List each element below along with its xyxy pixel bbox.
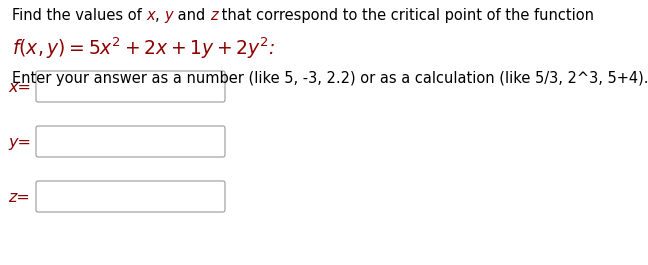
Text: Find the values of: Find the values of (12, 8, 146, 23)
Text: and: and (173, 8, 210, 23)
Text: ,: , (155, 8, 164, 23)
Text: that correspond to the critical point of the function: that correspond to the critical point of… (217, 8, 594, 23)
FancyBboxPatch shape (36, 71, 225, 102)
Text: y: y (164, 8, 173, 23)
Text: x=: x= (8, 80, 31, 95)
FancyBboxPatch shape (36, 126, 225, 157)
Text: Enter your answer as a number (like 5, -3, 2.2) or as a calculation (like 5/3, 2: Enter your answer as a number (like 5, -… (12, 71, 648, 86)
Text: y=: y= (8, 135, 31, 150)
Text: x: x (146, 8, 155, 23)
Text: $f(x, y) = 5x^2 + 2x + 1y + 2y^2$:: $f(x, y) = 5x^2 + 2x + 1y + 2y^2$: (12, 36, 275, 61)
Text: z: z (210, 8, 217, 23)
Text: z=: z= (8, 190, 30, 205)
FancyBboxPatch shape (36, 181, 225, 212)
